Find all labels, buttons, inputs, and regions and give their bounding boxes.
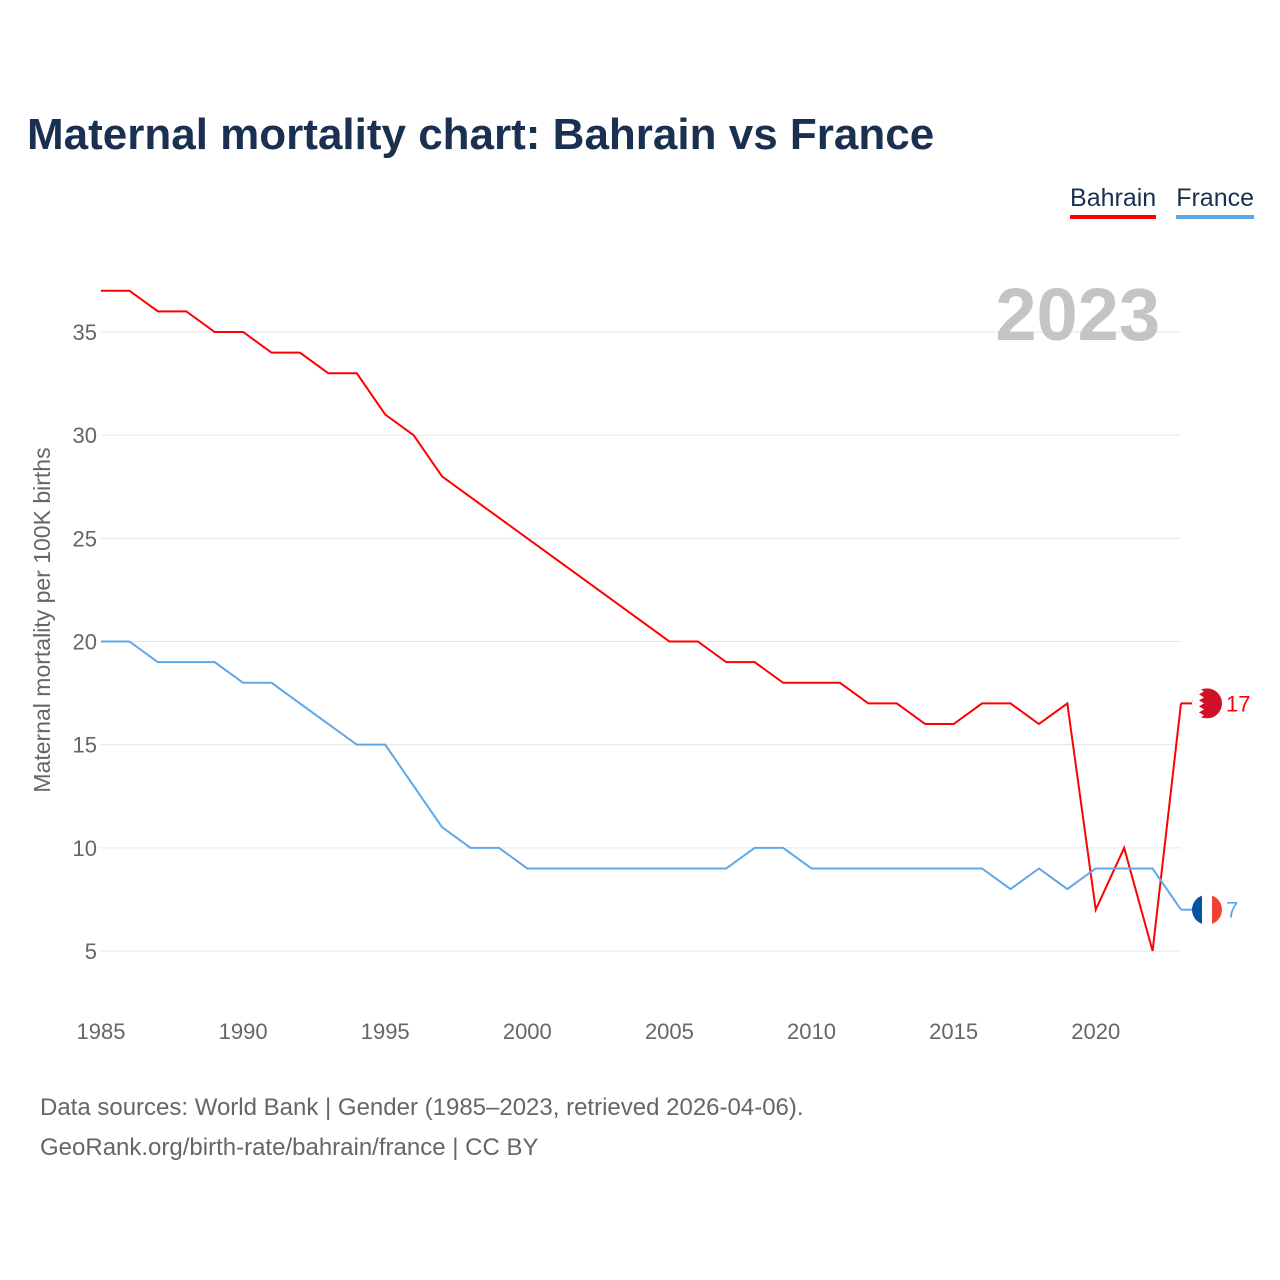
- y-tick-label: 5: [85, 939, 97, 964]
- y-tick-label: 20: [73, 630, 97, 655]
- x-tick-label: 1990: [219, 1019, 268, 1044]
- year-watermark: 2023: [995, 273, 1160, 356]
- footer: Data sources: World Bank | Gender (1985–…: [40, 1088, 804, 1168]
- footer-source: Data sources: World Bank | Gender (1985–…: [40, 1094, 804, 1121]
- bahrain-flag-icon: [1192, 688, 1222, 719]
- end-value-label: 7: [1226, 898, 1238, 923]
- chart-title: Maternal mortality chart: Bahrain vs Fra…: [27, 110, 935, 159]
- y-tick-label: 35: [73, 320, 97, 345]
- x-tick-label: 1985: [77, 1019, 126, 1044]
- x-tick-label: 1995: [361, 1019, 410, 1044]
- x-tick-label: 2015: [929, 1019, 978, 1044]
- x-tick-label: 2005: [645, 1019, 694, 1044]
- end-value-label: 17: [1226, 691, 1250, 716]
- y-axis-label: Maternal mortality per 100K births: [29, 447, 55, 792]
- legend-france[interactable]: France: [1176, 184, 1254, 219]
- y-tick-label: 15: [73, 733, 97, 758]
- france-flag-icon: [1192, 894, 1222, 925]
- legend: Bahrain France: [1070, 184, 1254, 219]
- legend-bahrain[interactable]: Bahrain: [1070, 184, 1157, 219]
- footer-link[interactable]: GeoRank.org/birth-rate/bahrain/france | …: [40, 1134, 539, 1161]
- x-tick-label: 2000: [503, 1019, 552, 1044]
- y-tick-label: 10: [73, 836, 97, 861]
- series-line-bahrain: [101, 289, 1182, 952]
- y-tick-label: 30: [73, 423, 97, 448]
- x-tick-label: 2020: [1071, 1019, 1120, 1044]
- x-tick-label: 2010: [787, 1019, 836, 1044]
- y-tick-label: 25: [73, 526, 97, 551]
- series-line-france: [101, 640, 1182, 911]
